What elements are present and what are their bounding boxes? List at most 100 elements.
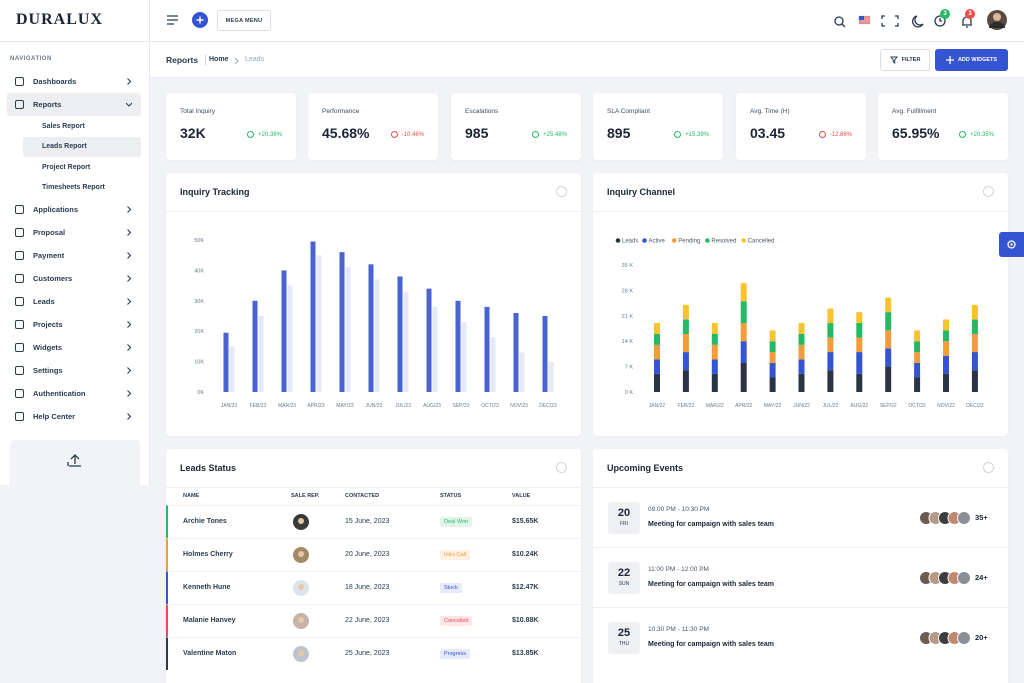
stat-card: Avg. Time (H) 03.45 -12.86% [736,93,866,160]
column-header: VALUE [512,493,531,499]
bar-segment [769,352,776,363]
change-text: +15.39% [685,131,709,138]
nav-item[interactable]: Help Center [7,405,141,428]
event-weekday: SUN [618,581,630,587]
card-menu[interactable] [556,186,567,197]
bar-segment [798,359,805,374]
nav-item[interactable]: Reports [7,93,141,116]
contacted-date: 15 June, 2023 [345,518,390,525]
event[interactable]: 25 THU 10:30 PM - 11:30 PM Meeting for camp… [593,607,1008,667]
bar-segment [856,337,863,353]
event[interactable]: 20 FRI 09:00 PM - 10:30 PM Meeting for camp… [593,487,1008,547]
filter-label: FILTER [901,57,921,63]
chevron-path [127,78,132,85]
nav-item[interactable]: Projects [7,313,141,336]
nav-label: Dashboards [33,77,77,86]
y-tick-label: 21 K [622,314,634,320]
settings-toggle[interactable] [999,232,1024,257]
chart: Leads Active Pending Resolved Cancelled 0 K 7 … [615,238,984,409]
table-row[interactable]: Valentine Maton 25 June, 2023 Progress $13.… [166,637,581,670]
bar [426,288,432,392]
nav-item[interactable]: Leads [7,290,141,313]
attendee-avatars [919,571,971,585]
bar-segment [654,333,660,345]
sale-rep-avatar [293,646,309,662]
card-menu[interactable] [983,186,994,197]
filter-button[interactable]: FILTER [880,49,930,71]
mega-menu-button[interactable]: MEGA MENU [217,10,271,31]
x-tick-label: NOV/23 [510,403,528,409]
lead-value: $10.24K [512,551,539,558]
nav-item[interactable]: Authentication [7,382,141,405]
legend-marker [705,238,710,243]
nav-subitem[interactable]: Leads Report [23,136,141,157]
table-row[interactable]: Kenneth Hune 18 June, 2023 Stuck $12.47K [166,571,581,604]
nav-item[interactable]: Customers [7,267,141,290]
brand[interactable]: DURALUX [16,11,103,28]
events-card: Upcoming Events 20 FRI 09:00 PM - 10:30 PM… [593,449,1008,683]
menu-toggle[interactable] [167,15,178,25]
page-title: Reports [166,55,207,65]
attendee-count: 24+ [975,573,988,582]
chevron [127,413,132,420]
chevron-path [127,252,132,259]
sale-rep-avatar [293,613,309,629]
bar-segment [885,297,892,313]
chevron [127,229,132,236]
nav-subitem[interactable]: Timesheets Report [42,184,105,192]
nav-icon [15,205,24,214]
badge: 3 [940,9,950,19]
bar-segment [740,283,747,302]
nav-item[interactable]: Proposal [7,221,141,244]
table-row[interactable]: Malanie Hanvey 22 June, 2023 Cancelled $10.… [166,604,581,637]
change-text: +20.36% [258,131,282,138]
event[interactable]: 22 SUN 11:00 PM - 12:00 PM Meeting for camp… [593,547,1008,607]
nav-item[interactable]: Widgets [7,336,141,359]
nav-item[interactable]: Dashboards [7,70,141,93]
x-tick-label: APR/22 [735,403,752,409]
nav-subitem[interactable]: Project Report [42,163,91,171]
flag[interactable] [858,15,871,25]
stat-value: 03.45 [750,125,786,141]
stat-card: Total Inquiry 32K +20.36% [166,93,296,160]
y-tick-label: 14 K [622,339,634,345]
card-menu[interactable] [556,462,567,473]
event-time: 11:00 PM - 12:00 PM [648,566,709,573]
breadcrumb-link[interactable]: Home [209,56,229,63]
upload-box[interactable] [10,440,140,485]
x-tick-label: SEP/23 [453,403,470,409]
card-title: Inquiry Channel [607,187,676,197]
bar-segment [914,362,921,378]
bar-segment [711,323,718,334]
stat-change: +25.48% [532,131,567,138]
status-pill: Cancelled [440,616,473,626]
stat-value: 65.95% [892,125,940,141]
table-row[interactable]: Archie Tones 15 June, 2023 Deal Won $15.65K [166,505,581,538]
sidebar: DURALUX NAVIGATION Dashboards Reports Sale… [0,0,150,485]
column-header: CONTACTED [345,493,380,499]
bar-segment [971,333,978,353]
date-box: 25 THU [608,622,640,654]
table-row[interactable]: Holmes Cherry 20 June, 2023 Intro Call $10.… [166,538,581,571]
nav-item[interactable]: Payment [7,244,141,267]
contacted-date: 20 June, 2023 [345,551,390,558]
card-menu[interactable] [983,462,994,473]
chevron [127,344,132,351]
chevron [127,275,132,282]
bar-segment [798,373,805,392]
nav-item[interactable]: Applications [7,198,141,221]
chevron-path [127,206,132,213]
bar-segment [740,362,747,392]
bar-segment [769,377,776,392]
nav-icon [15,320,24,329]
add-widgets-button[interactable]: ADD WIDGETS [935,49,1008,71]
nav-subitem[interactable]: Sales Report [42,122,85,130]
nav-item[interactable]: Settings [7,359,141,382]
bar-segment [798,323,805,334]
chevron [127,367,132,374]
bar-segment [885,348,892,367]
header: MEGA MENU 3 3 [150,0,1024,42]
nav-label: NAVIGATION [10,56,52,62]
change-icon [674,131,682,138]
attendee-avatar [957,511,971,525]
